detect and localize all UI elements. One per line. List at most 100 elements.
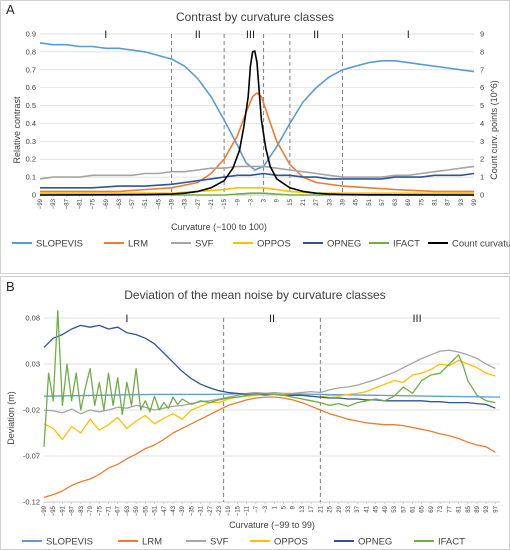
x-tick-label: −7 [254,505,260,513]
series-line-slopevis [39,42,475,171]
y-tick-label: 0.1 [26,173,36,182]
legend-label-opneg: OPNEG [358,537,392,548]
x-tick-label: 93 [484,505,490,512]
x-tick-label: 15 [288,198,294,205]
x-tick-label: 17 [309,505,315,512]
x-tick-label: 49 [383,505,389,512]
y2-tick-label: 1 [480,173,484,182]
x-tick-label: −39 [170,198,176,209]
x-tick-label: −91 [60,505,66,516]
y2-tick-label: 6 [480,83,484,92]
x-tick-label: 85 [466,505,472,512]
series-line-opneg [40,172,475,189]
y-tick-label: -0.12 [23,498,40,507]
x-tick-label: −93 [51,198,57,209]
x-tick-label: −27 [196,198,202,209]
y-tick-label: -0.02 [23,406,40,415]
y-tick-label: 0.2 [26,155,36,164]
series-line-ifact [43,309,496,447]
x-tick-label: −57 [130,198,136,209]
legend-label-svf: SVF [195,239,214,250]
x-tick-label: −75 [97,505,103,516]
x-tick-label: 29 [337,505,343,512]
x-tick-label: −47 [162,505,168,516]
x-tick-label: −87 [64,198,70,209]
legend-label-opneg: OPNEG [327,239,361,250]
class-label: II [269,313,275,325]
x-tick-label: −27 [208,505,214,516]
x-tick-label: −87 [70,505,76,516]
x-tick-label: −51 [143,198,149,209]
x-tick-label: 89 [475,505,481,512]
class-label: III [413,313,422,325]
y-tick-label: 0.9 [26,30,36,39]
x-tick-label: −15 [222,198,228,209]
x-tick-label: −23 [217,505,223,516]
x-tick-label: 63 [393,198,399,205]
x-tick-label: −95 [51,505,57,516]
y-tick-label: 0 [32,191,36,200]
x-tick-label: −59 [134,505,140,516]
x-tick-label: 1 [272,505,278,509]
legend-label-oppos: OPPOS [274,537,308,548]
legend-label-svf: SVF [210,537,229,548]
y-tick-label: -0.07 [23,452,40,461]
x-tick-label: 45 [354,198,360,205]
series-line-count-curvature [39,50,475,196]
class-label: II [313,29,319,41]
class-label: I [125,313,128,325]
panel-a-y2label: Count curv. points (10^6) [489,80,499,180]
y2-tick-label: 0 [480,191,484,200]
x-tick-label: −71 [106,505,112,516]
y-tick-label: 0.03 [25,360,40,369]
x-tick-label: 65 [420,505,426,512]
series-line-svf [43,349,496,415]
x-tick-label: 53 [392,505,398,512]
x-tick-label: 5 [282,505,288,509]
y2-tick-label: 2 [480,155,484,164]
panel-a-frame [0,0,510,274]
x-tick-label: 51 [367,198,373,205]
x-tick-label: 69 [429,505,435,512]
x-tick-label: 73 [438,505,444,512]
series-line-lrm [43,396,496,499]
y2-tick-label: 8 [480,47,484,56]
panel-a-letter: A [6,2,15,17]
x-tick-label: 3 [262,198,268,202]
legend-label-lrm: LRM [128,239,148,250]
legend-label-oppos: OPPOS [257,239,291,250]
x-tick-label: 61 [410,505,416,512]
panel-a-title: Contrast by curvature classes [176,10,334,24]
x-tick-label: 57 [401,505,407,512]
y2-tick-label: 9 [480,30,484,39]
x-tick-label: −9 [235,198,241,206]
y-tick-label: 0.8 [26,47,36,56]
x-tick-label: 69 [406,198,412,205]
x-tick-label: −79 [88,505,94,516]
x-tick-label: −31 [199,505,205,516]
x-tick-label: −81 [77,198,83,209]
y-tick-label: 0.08 [25,314,40,323]
x-tick-label: 75 [419,198,425,205]
x-tick-label: −15 [235,505,241,516]
x-tick-label: 81 [457,505,463,512]
legend-label-lrm: LRM [142,537,162,548]
panel-a-ylabel: Relative contrast [12,96,22,164]
x-tick-label: 97 [493,505,499,512]
panel-a-plot: 00.10.20.30.40.50.60.70.80.90123456789−9… [26,29,485,209]
x-tick-label: 21 [318,505,324,512]
x-tick-label: 9 [291,505,297,509]
x-tick-label: 39 [340,198,346,205]
x-tick-label: 99 [472,198,478,205]
x-tick-label: 27 [314,198,320,205]
x-tick-label: −3 [248,198,254,206]
y2-tick-label: 3 [480,137,484,146]
y2-tick-label: 4 [480,119,484,128]
panel-a-legend: SLOPEVIS LRM SVF OPPOS OPNEG IFACT Count curva… [12,239,510,250]
x-tick-label: −51 [153,505,159,516]
x-tick-label: −19 [226,505,232,516]
panel-b-legend: SLOPEVIS LRM SVF OPPOS OPNEG IFACT [22,537,465,548]
y-tick-label: 0.3 [26,137,36,146]
x-tick-label: 77 [447,505,453,512]
x-tick-label: 87 [446,198,452,205]
